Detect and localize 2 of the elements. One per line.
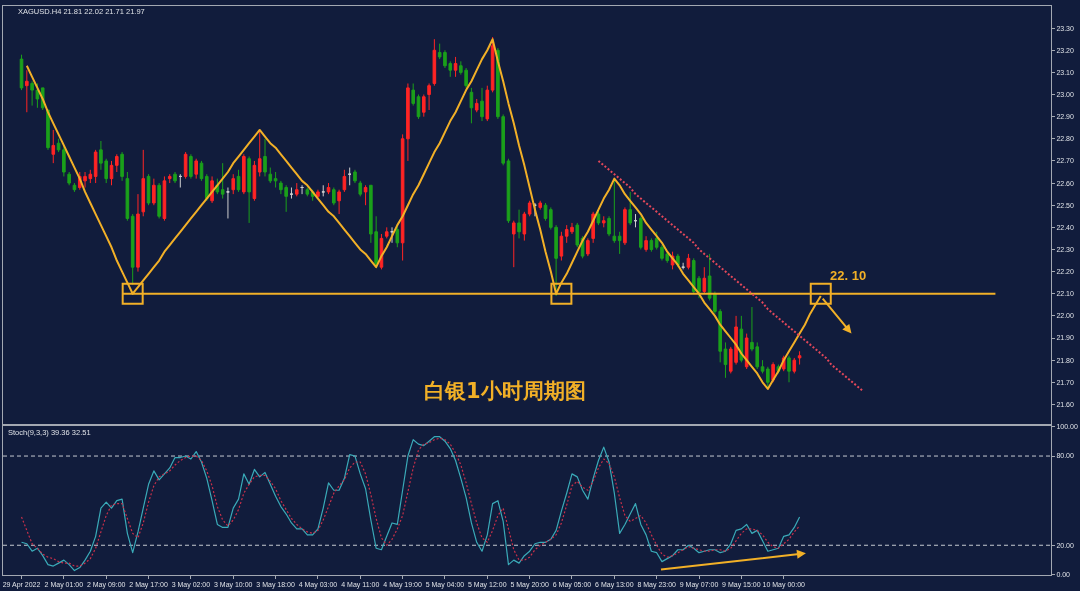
annotation: 22. 10 — [830, 268, 867, 283]
annotation: 白银1小时周期图 — [424, 379, 586, 403]
